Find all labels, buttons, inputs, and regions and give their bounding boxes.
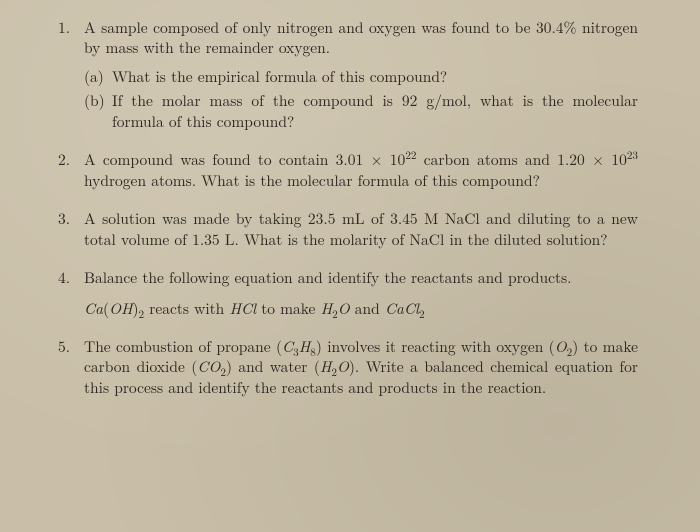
problem-1a: (a) What is the empirical formula of thi…	[84, 67, 638, 87]
problem-4-equation: Ca(OH)2 reacts with HCl to make H2O and …	[84, 299, 638, 319]
problem-5: The combustion of propane (C3H8) involve…	[58, 337, 638, 398]
problem-1-text: A sample composed of only nitrogen and o…	[84, 17, 638, 58]
problem-1b: (b) If the molar mass of the compound is…	[84, 91, 638, 132]
problem-1-subparts: (a) What is the empirical formula of thi…	[84, 67, 638, 132]
problem-1a-marker: (a)	[84, 67, 104, 87]
problem-2: A compound was found to contain 3.01 × 1…	[58, 150, 638, 191]
problem-4: Balance the following equation and ident…	[58, 268, 638, 319]
problem-5-text: The combustion of propane (C3H8) involve…	[84, 336, 638, 398]
problem-1b-text: If the molar mass of the compound is 92 …	[112, 90, 638, 131]
problem-list: A sample composed of only nitrogen and o…	[58, 18, 638, 398]
problem-1b-marker: (b)	[84, 91, 105, 111]
problem-1: A sample composed of only nitrogen and o…	[58, 18, 638, 132]
problem-3: A solution was made by taking 23.5 mL of…	[58, 209, 638, 250]
problem-2-text: A compound was found to contain 3.01 × 1…	[84, 149, 638, 190]
problem-4-text: Balance the following equation and ident…	[84, 267, 571, 288]
problem-1a-text: What is the empirical formula of this co…	[112, 66, 447, 87]
worksheet-page: A sample composed of only nitrogen and o…	[0, 0, 700, 436]
problem-3-text: A solution was made by taking 23.5 mL of…	[84, 208, 638, 249]
